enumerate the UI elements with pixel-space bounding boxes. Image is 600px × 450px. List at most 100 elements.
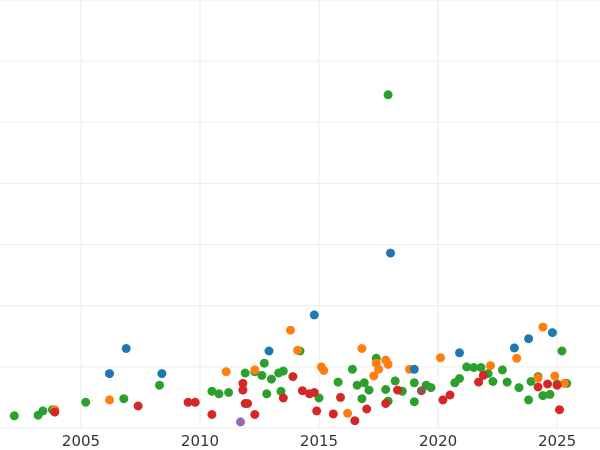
- data-point: [552, 380, 562, 390]
- data-point: [555, 405, 564, 415]
- data-point: [462, 362, 472, 372]
- data-point: [347, 364, 357, 374]
- data-point: [409, 364, 419, 374]
- series-2: [50, 370, 564, 426]
- data-point: [243, 399, 253, 408]
- data-point: [486, 361, 495, 371]
- data-point: [357, 344, 367, 353]
- data-point: [381, 399, 391, 408]
- data-point: [369, 371, 379, 381]
- data-point: [455, 348, 464, 358]
- data-point: [105, 369, 114, 379]
- data-point: [438, 395, 448, 405]
- data-point: [336, 392, 345, 402]
- data-point: [386, 248, 395, 258]
- data-point: [9, 411, 19, 421]
- data-point: [309, 310, 319, 320]
- data-point: [133, 401, 143, 411]
- data-point: [286, 325, 295, 335]
- data-point: [524, 395, 534, 405]
- data-point: [474, 377, 484, 387]
- data-point: [81, 397, 91, 407]
- data-point: [250, 365, 260, 375]
- data-point: [547, 328, 557, 338]
- data-point: [350, 416, 360, 426]
- data-point: [509, 343, 519, 353]
- data-point: [393, 385, 403, 395]
- data-point: [445, 390, 455, 400]
- data-point: [259, 358, 269, 368]
- data-point: [238, 378, 248, 388]
- data-point: [557, 346, 567, 356]
- data-point: [538, 322, 548, 332]
- data-point: [550, 371, 560, 381]
- data-point: [533, 382, 543, 392]
- data-point: [190, 397, 200, 407]
- data-point: [157, 369, 167, 379]
- data-point: [526, 377, 536, 386]
- data-points: [9, 90, 572, 427]
- data-point: [364, 385, 374, 395]
- x-axis-tick-labels: 2005 2010 2015 2020 2025: [62, 432, 576, 450]
- data-point: [105, 395, 114, 405]
- data-point: [293, 345, 303, 355]
- data-point: [469, 363, 479, 372]
- data-point: [288, 372, 298, 382]
- data-point: [374, 364, 384, 374]
- data-point: [214, 389, 224, 399]
- data-point: [409, 397, 419, 407]
- data-point: [278, 393, 288, 403]
- data-point: [383, 90, 393, 100]
- data-point: [312, 406, 322, 416]
- data-point: [502, 377, 512, 387]
- data-point: [221, 367, 231, 377]
- data-point: [543, 379, 553, 389]
- data-point: [207, 410, 217, 419]
- data-point: [383, 359, 393, 369]
- data-point: [545, 389, 555, 399]
- data-point: [455, 374, 464, 383]
- data-point: [224, 388, 234, 397]
- data-point: [478, 370, 488, 380]
- x-tick-label: 2015: [300, 432, 338, 450]
- data-point: [533, 373, 543, 383]
- data-point: [278, 366, 288, 376]
- data-point: [38, 406, 48, 416]
- data-point: [333, 377, 343, 387]
- series-5: [416, 386, 426, 396]
- data-point: [250, 410, 260, 419]
- data-point: [381, 385, 391, 394]
- data-point: [183, 397, 193, 407]
- data-point: [538, 391, 548, 401]
- x-tick-label: 2020: [419, 432, 457, 450]
- data-point: [257, 370, 267, 380]
- data-point: [328, 409, 338, 419]
- data-point: [155, 380, 164, 390]
- data-point: [512, 353, 522, 363]
- series-4: [236, 417, 245, 427]
- data-point: [524, 334, 534, 344]
- data-point: [357, 394, 367, 404]
- data-point: [436, 353, 445, 363]
- data-point: [266, 374, 276, 384]
- data-point: [362, 404, 372, 414]
- series-3: [105, 248, 557, 379]
- x-tick-label: 2010: [181, 432, 219, 450]
- data-point: [262, 389, 272, 399]
- x-tick-label: 2005: [62, 432, 100, 450]
- data-point: [476, 363, 486, 372]
- data-point: [236, 417, 245, 427]
- data-point: [121, 344, 131, 353]
- data-point: [497, 365, 507, 375]
- data-point: [559, 378, 569, 388]
- data-point: [390, 376, 400, 386]
- data-point: [343, 408, 353, 418]
- x-tick-label: 2025: [538, 432, 576, 450]
- data-point: [409, 378, 419, 388]
- data-point: [297, 386, 307, 396]
- data-point: [426, 383, 436, 393]
- data-point: [514, 383, 524, 393]
- data-point: [488, 377, 498, 386]
